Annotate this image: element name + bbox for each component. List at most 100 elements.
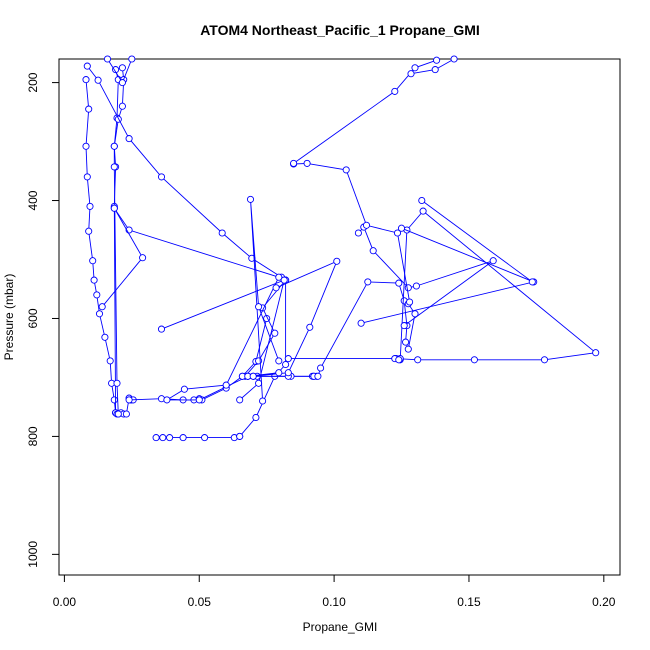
y-tick-label: 200 <box>26 72 40 92</box>
data-point <box>94 76 102 84</box>
y-tick-label: 800 <box>26 426 40 446</box>
data-point <box>406 298 414 306</box>
data-point <box>166 434 174 442</box>
data-point <box>317 364 325 372</box>
data-point <box>195 396 203 404</box>
data-point <box>404 284 412 292</box>
y-axis-label: Pressure (mbar) <box>2 274 16 361</box>
data-point <box>369 247 377 255</box>
data-point <box>110 142 118 150</box>
data-point <box>400 322 408 330</box>
data-point <box>83 62 91 70</box>
data-point <box>246 195 255 203</box>
data-point <box>222 381 230 389</box>
data-point <box>418 196 426 205</box>
data-point <box>306 323 314 331</box>
data-point <box>404 345 412 353</box>
data-point <box>275 273 283 281</box>
data-point <box>395 279 403 287</box>
data-point <box>333 257 341 265</box>
data-point <box>470 356 478 364</box>
data-point <box>362 221 371 229</box>
data-point <box>82 142 90 150</box>
data-point <box>397 224 406 232</box>
data-point <box>412 282 420 290</box>
data-point <box>85 105 93 113</box>
data-point <box>180 385 188 393</box>
data-point <box>393 229 402 237</box>
data-point <box>271 329 279 337</box>
data-point <box>118 79 126 87</box>
data-point <box>101 333 109 341</box>
y-tick-label: 400 <box>26 190 40 210</box>
plot-area <box>82 55 600 442</box>
y-axis: 200 400 600 800 1000 <box>26 72 60 568</box>
data-point <box>218 229 226 237</box>
data-point <box>157 325 166 333</box>
data-point <box>157 173 166 181</box>
data-point <box>255 303 263 311</box>
data-point <box>114 410 122 418</box>
data-point <box>280 276 288 284</box>
x-tick-label: 0.00 <box>53 595 77 609</box>
data-point <box>98 303 106 311</box>
profile-line-11 <box>317 281 416 377</box>
data-point <box>391 87 399 95</box>
data-point <box>354 229 362 237</box>
data-point <box>342 166 350 174</box>
data-point <box>106 357 114 365</box>
data-point <box>290 159 298 167</box>
data-point <box>85 227 93 235</box>
data-point <box>252 413 260 422</box>
x-tick-label: 0.05 <box>188 595 212 609</box>
data-point <box>284 369 292 377</box>
data-point <box>110 204 118 212</box>
data-point <box>450 55 458 63</box>
data-point <box>95 310 104 318</box>
x-axis: 0.00 0.05 0.10 0.15 0.20 <box>53 574 616 609</box>
data-point <box>90 276 98 284</box>
data-point <box>112 66 120 74</box>
data-point <box>282 360 290 369</box>
data-point <box>255 379 263 387</box>
data-point <box>110 396 118 404</box>
data-point <box>314 372 322 380</box>
data-point <box>540 356 549 364</box>
data-point <box>125 135 133 143</box>
chart-title: ATOM4 Northeast_Pacific_1 Propane_GMI <box>200 22 480 38</box>
data-point <box>83 173 91 181</box>
data-point <box>179 434 187 442</box>
data-point <box>433 56 441 64</box>
data-point <box>125 396 133 404</box>
data-point <box>110 163 118 171</box>
data-point <box>159 434 167 442</box>
data-point <box>201 434 209 442</box>
data-point <box>118 64 126 72</box>
data-point <box>275 357 283 365</box>
data-point <box>259 397 267 405</box>
data-point <box>489 257 497 265</box>
data-point <box>528 278 536 286</box>
data-point <box>411 64 419 72</box>
data-point <box>163 396 171 404</box>
profile-line-13 <box>161 279 285 401</box>
data-point <box>284 355 292 363</box>
data-point <box>419 207 427 215</box>
data-point <box>407 70 415 78</box>
x-tick-label: 0.15 <box>457 595 481 609</box>
x-axis-label: Propane_GMI <box>303 620 378 634</box>
data-point <box>395 356 403 364</box>
x-tick-label: 0.10 <box>322 595 346 609</box>
y-tick-label: 600 <box>26 308 40 328</box>
data-point <box>82 76 90 84</box>
data-point <box>118 102 126 110</box>
data-point <box>303 159 311 167</box>
data-point <box>128 55 136 63</box>
data-point <box>402 338 410 346</box>
data-point <box>103 55 112 63</box>
data-point <box>249 372 257 380</box>
data-point <box>275 369 283 377</box>
profile-line-3 <box>113 69 119 415</box>
data-point <box>414 356 422 364</box>
